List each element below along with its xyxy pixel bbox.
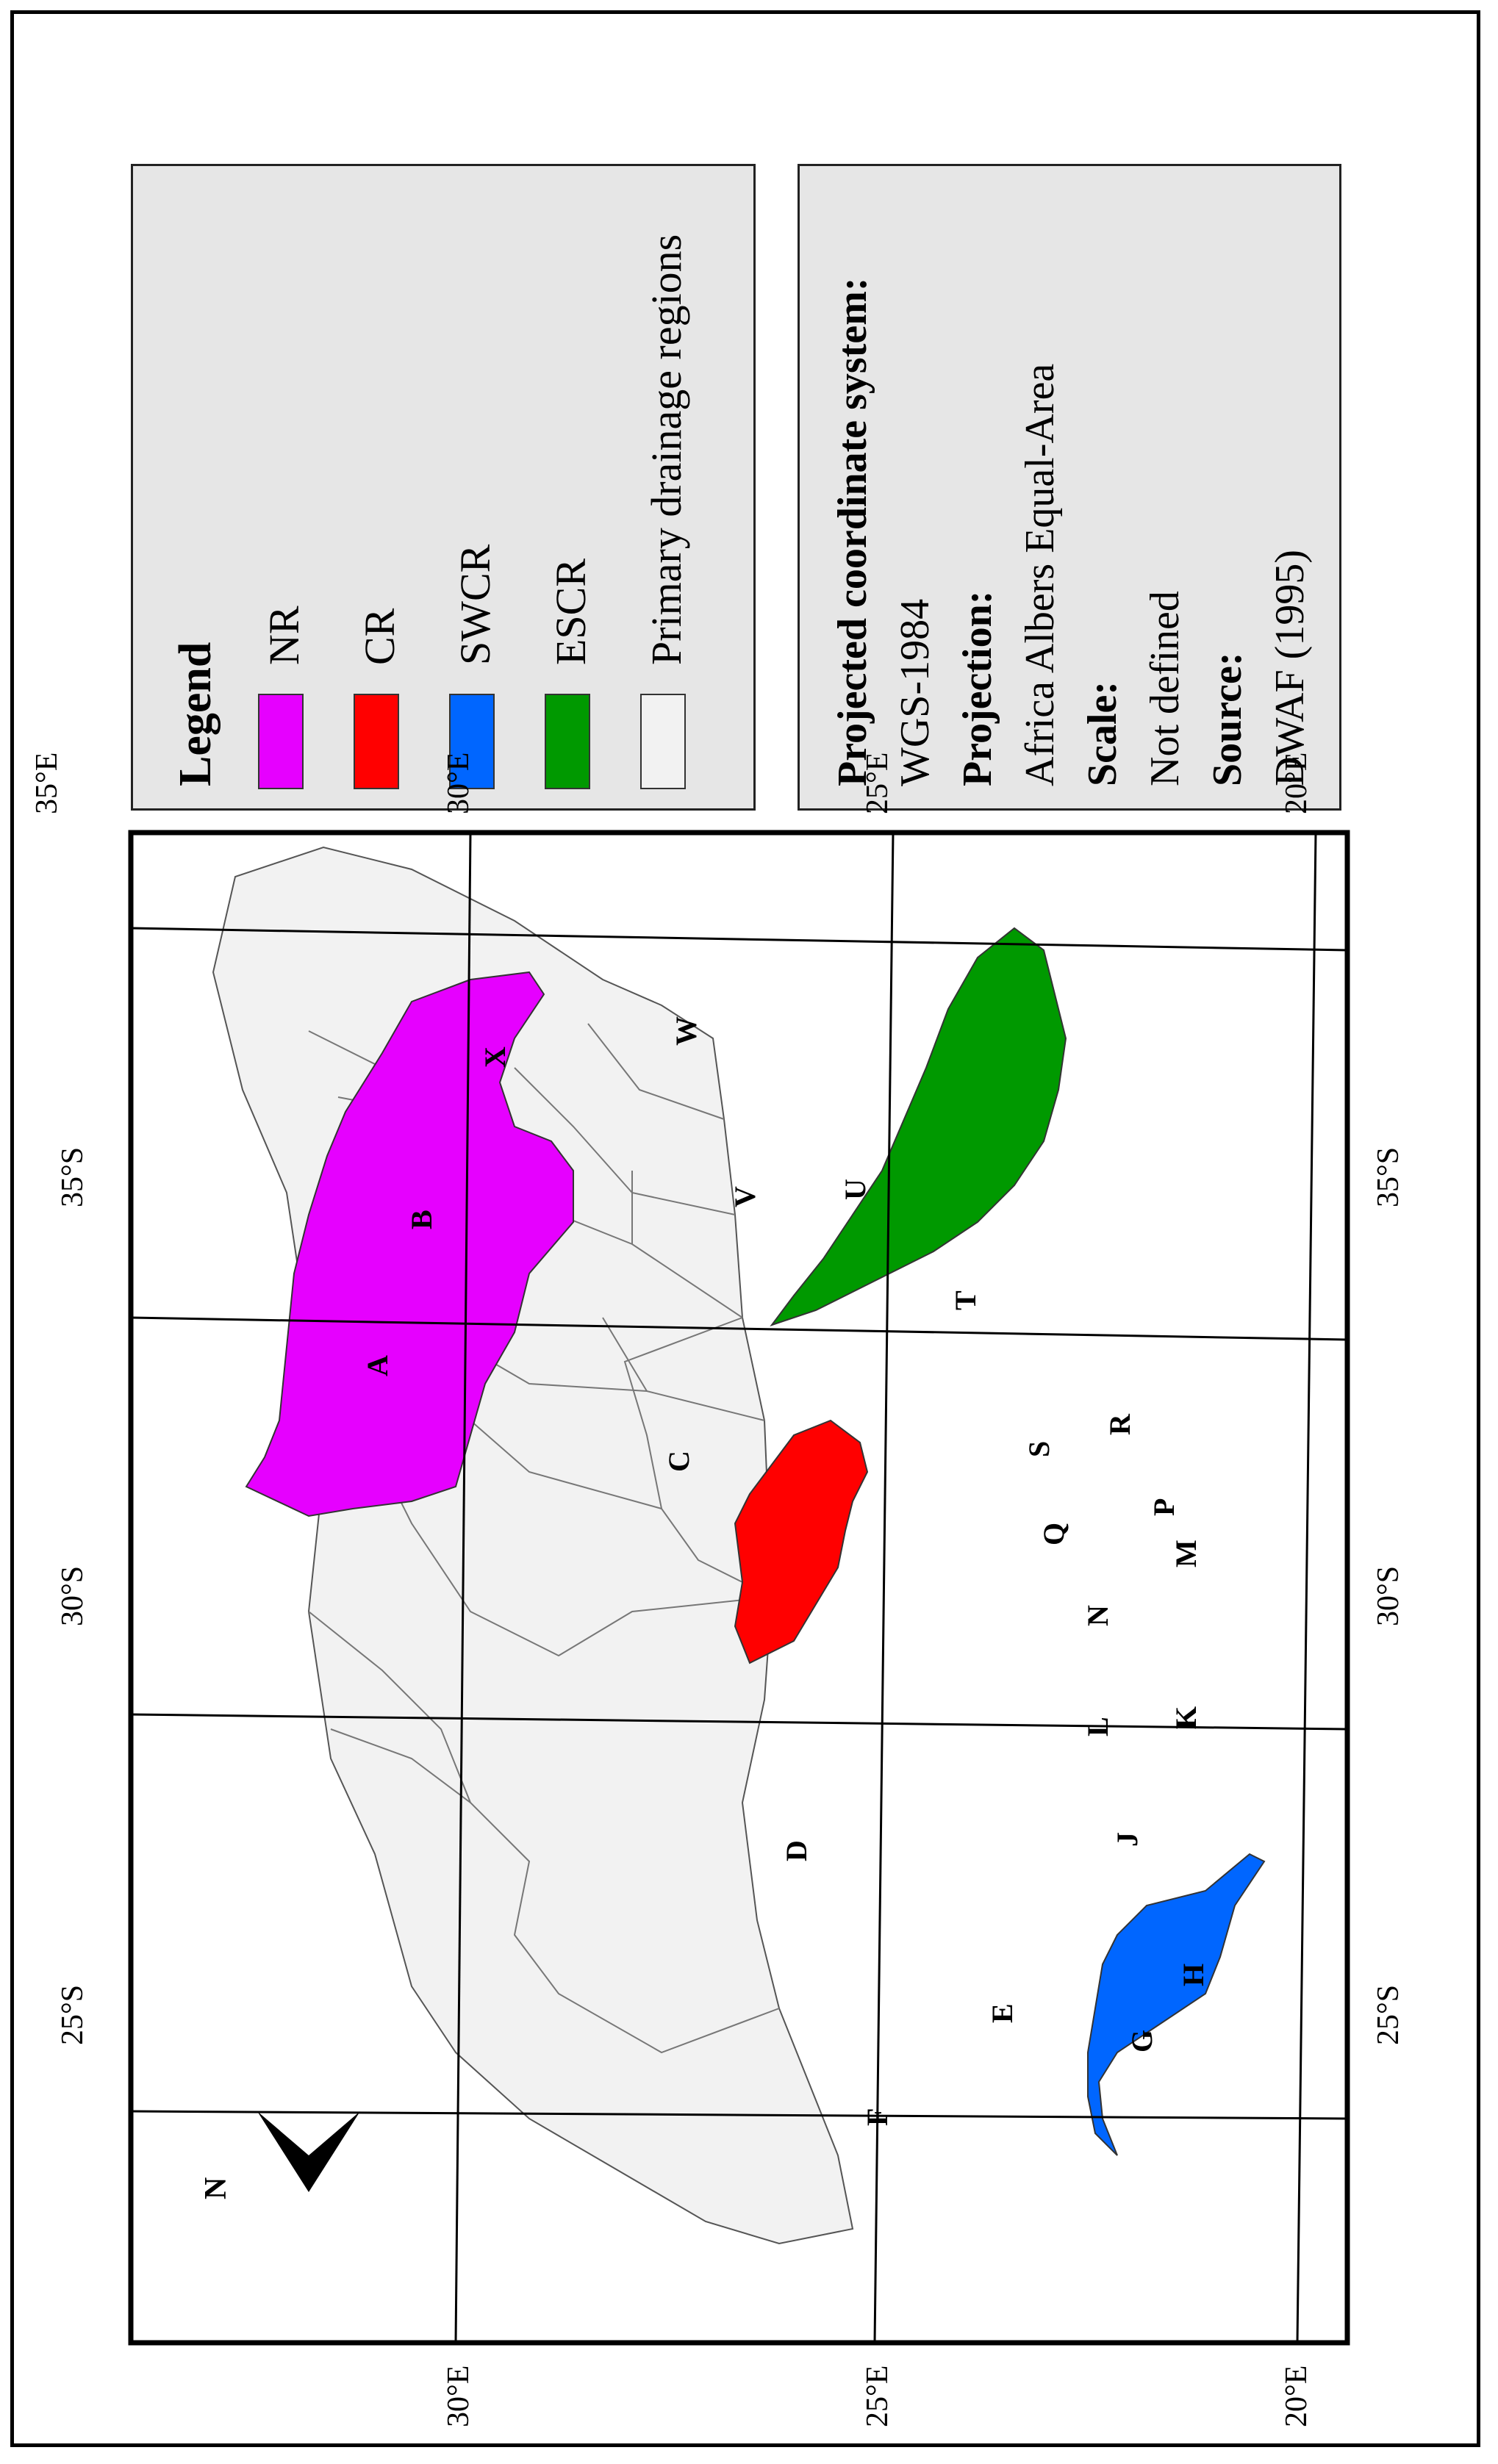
legend-item-nr: NR bbox=[258, 166, 309, 808]
lon-label-bottom-20: 20°E bbox=[1280, 752, 1314, 814]
legend-swatch bbox=[640, 694, 686, 789]
legend-panel: Legend NR CR SWCR ESCR Primary drainage … bbox=[131, 164, 756, 811]
letter-c: C bbox=[662, 1451, 695, 1472]
legend-swatch bbox=[545, 694, 590, 789]
figure-frame bbox=[10, 10, 1480, 2447]
letter-n: N bbox=[1081, 1605, 1114, 1626]
map-info-panel: Projected coordinate system: WGS-1984 Pr… bbox=[798, 164, 1341, 811]
lon-label-bottom-35: 35°E bbox=[30, 752, 64, 814]
legend-label: CR bbox=[356, 608, 404, 665]
scale-heading: Scale: bbox=[1080, 680, 1125, 786]
north-label: N bbox=[199, 2177, 233, 2199]
letter-w: W bbox=[670, 1016, 703, 1046]
letter-b: B bbox=[405, 1210, 438, 1229]
legend-item-swcr: SWCR bbox=[449, 166, 501, 808]
north-arrow-icon bbox=[257, 2111, 360, 2192]
letter-u: U bbox=[839, 1179, 872, 1200]
letter-m: M bbox=[1169, 1540, 1203, 1567]
lon-label-bottom-30: 30°E bbox=[442, 752, 476, 814]
lat-label-right-3: 35°S bbox=[1372, 1146, 1405, 1207]
projection-value: Africa Albers Equal-Area bbox=[1017, 363, 1063, 786]
lat-label-left-1: 25°S bbox=[56, 1984, 90, 2045]
letter-g: G bbox=[1125, 2029, 1158, 2052]
letter-f: F bbox=[861, 2108, 894, 2126]
letter-j: J bbox=[1111, 1832, 1144, 1847]
letter-k: K bbox=[1169, 1706, 1203, 1729]
region-cr bbox=[734, 1419, 869, 1664]
lat-label-left-3: 35°S bbox=[56, 1146, 90, 1207]
pcs-value: WGS-1984 bbox=[892, 598, 938, 786]
legend-title: Legend bbox=[171, 642, 221, 786]
lat-label-right-2: 30°S bbox=[1372, 1565, 1405, 1626]
letter-q: Q bbox=[1037, 1522, 1070, 1545]
letter-h: H bbox=[1177, 1963, 1210, 1986]
letter-d: D bbox=[780, 1840, 813, 1861]
letter-p: P bbox=[1147, 1498, 1180, 1516]
lat-label-left-2: 30°S bbox=[56, 1565, 90, 1626]
legend-item-escr: ESCR bbox=[545, 166, 596, 808]
lat-label-right-1: 25°S bbox=[1372, 1984, 1405, 2045]
region-escr bbox=[770, 927, 1067, 1326]
graticule bbox=[130, 832, 1348, 2343]
region-swcr bbox=[1087, 1853, 1266, 2156]
lon-label-bottom-25: 25°E bbox=[861, 752, 895, 814]
letter-s: S bbox=[1022, 1440, 1056, 1457]
legend-label: Primary drainage regions bbox=[642, 234, 690, 665]
lon-label-top-30: 30°E bbox=[442, 2365, 476, 2427]
legend-label: SWCR bbox=[451, 544, 499, 665]
source-heading: Source: bbox=[1205, 652, 1250, 787]
pcs-heading: Projected coordinate system: bbox=[830, 277, 875, 786]
source-value: DWAF (1995) bbox=[1267, 550, 1313, 786]
scale-value: Not defined bbox=[1142, 591, 1188, 786]
legend-item-primary: Primary drainage regions bbox=[640, 166, 692, 808]
letter-t: T bbox=[949, 1290, 982, 1310]
lon-label-top-25: 25°E bbox=[861, 2365, 895, 2427]
region-nr bbox=[245, 971, 574, 1517]
lon-label-top-20: 20°E bbox=[1280, 2365, 1314, 2427]
projection-heading: Projection: bbox=[955, 590, 1000, 786]
legend-swatch bbox=[354, 694, 399, 789]
letter-e: E bbox=[986, 2003, 1019, 2023]
letter-l: L bbox=[1081, 1717, 1114, 1736]
letter-r: R bbox=[1103, 1414, 1136, 1435]
letter-a: A bbox=[361, 1355, 394, 1376]
legend-label: NR bbox=[260, 606, 308, 665]
legend-item-cr: CR bbox=[354, 166, 405, 808]
legend-swatch bbox=[258, 694, 304, 789]
legend-label: ESCR bbox=[547, 558, 595, 665]
letter-v: V bbox=[728, 1186, 761, 1207]
letter-x: X bbox=[479, 1046, 512, 1068]
